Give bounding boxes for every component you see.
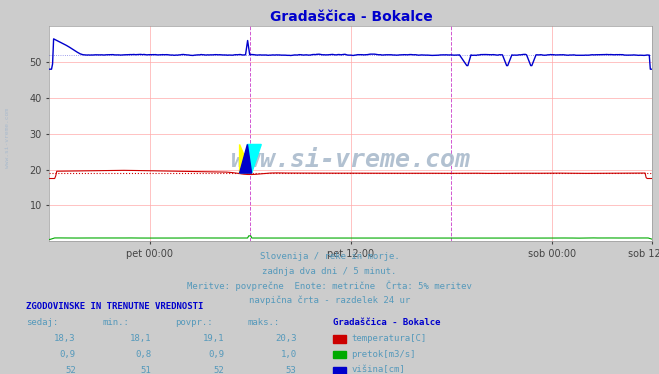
Text: 19,1: 19,1 bbox=[202, 334, 224, 343]
Text: sedaj:: sedaj: bbox=[26, 318, 59, 327]
Text: Meritve: povprečne  Enote: metrične  Črta: 5% meritev: Meritve: povprečne Enote: metrične Črta:… bbox=[187, 281, 472, 291]
Title: Gradaščica - Bokalce: Gradaščica - Bokalce bbox=[270, 10, 432, 24]
Text: 52: 52 bbox=[65, 365, 76, 374]
Text: zadnja dva dni / 5 minut.: zadnja dva dni / 5 minut. bbox=[262, 267, 397, 276]
Text: 20,3: 20,3 bbox=[275, 334, 297, 343]
Polygon shape bbox=[240, 144, 252, 173]
Text: 18,3: 18,3 bbox=[54, 334, 76, 343]
Text: pretok[m3/s]: pretok[m3/s] bbox=[351, 350, 416, 359]
Polygon shape bbox=[240, 144, 252, 173]
Text: 0,9: 0,9 bbox=[60, 350, 76, 359]
Text: maks.:: maks.: bbox=[247, 318, 279, 327]
Text: www.si-vreme.com: www.si-vreme.com bbox=[5, 108, 11, 168]
Text: 0,8: 0,8 bbox=[136, 350, 152, 359]
Text: Gradaščica - Bokalce: Gradaščica - Bokalce bbox=[333, 318, 440, 327]
Text: 52: 52 bbox=[214, 365, 224, 374]
Text: navpična črta - razdelek 24 ur: navpična črta - razdelek 24 ur bbox=[249, 295, 410, 304]
Text: 1,0: 1,0 bbox=[281, 350, 297, 359]
Text: 53: 53 bbox=[286, 365, 297, 374]
Text: 51: 51 bbox=[141, 365, 152, 374]
Text: min.:: min.: bbox=[102, 318, 129, 327]
Text: višina[cm]: višina[cm] bbox=[351, 365, 405, 374]
Text: ZGODOVINSKE IN TRENUTNE VREDNOSTI: ZGODOVINSKE IN TRENUTNE VREDNOSTI bbox=[26, 301, 204, 310]
Text: 18,1: 18,1 bbox=[130, 334, 152, 343]
Text: Slovenija / reke in morje.: Slovenija / reke in morje. bbox=[260, 252, 399, 261]
Text: 0,9: 0,9 bbox=[208, 350, 224, 359]
Text: temperatura[C]: temperatura[C] bbox=[351, 334, 426, 343]
Text: www.si-vreme.com: www.si-vreme.com bbox=[231, 147, 471, 172]
Text: povpr.:: povpr.: bbox=[175, 318, 212, 327]
Polygon shape bbox=[247, 144, 261, 173]
